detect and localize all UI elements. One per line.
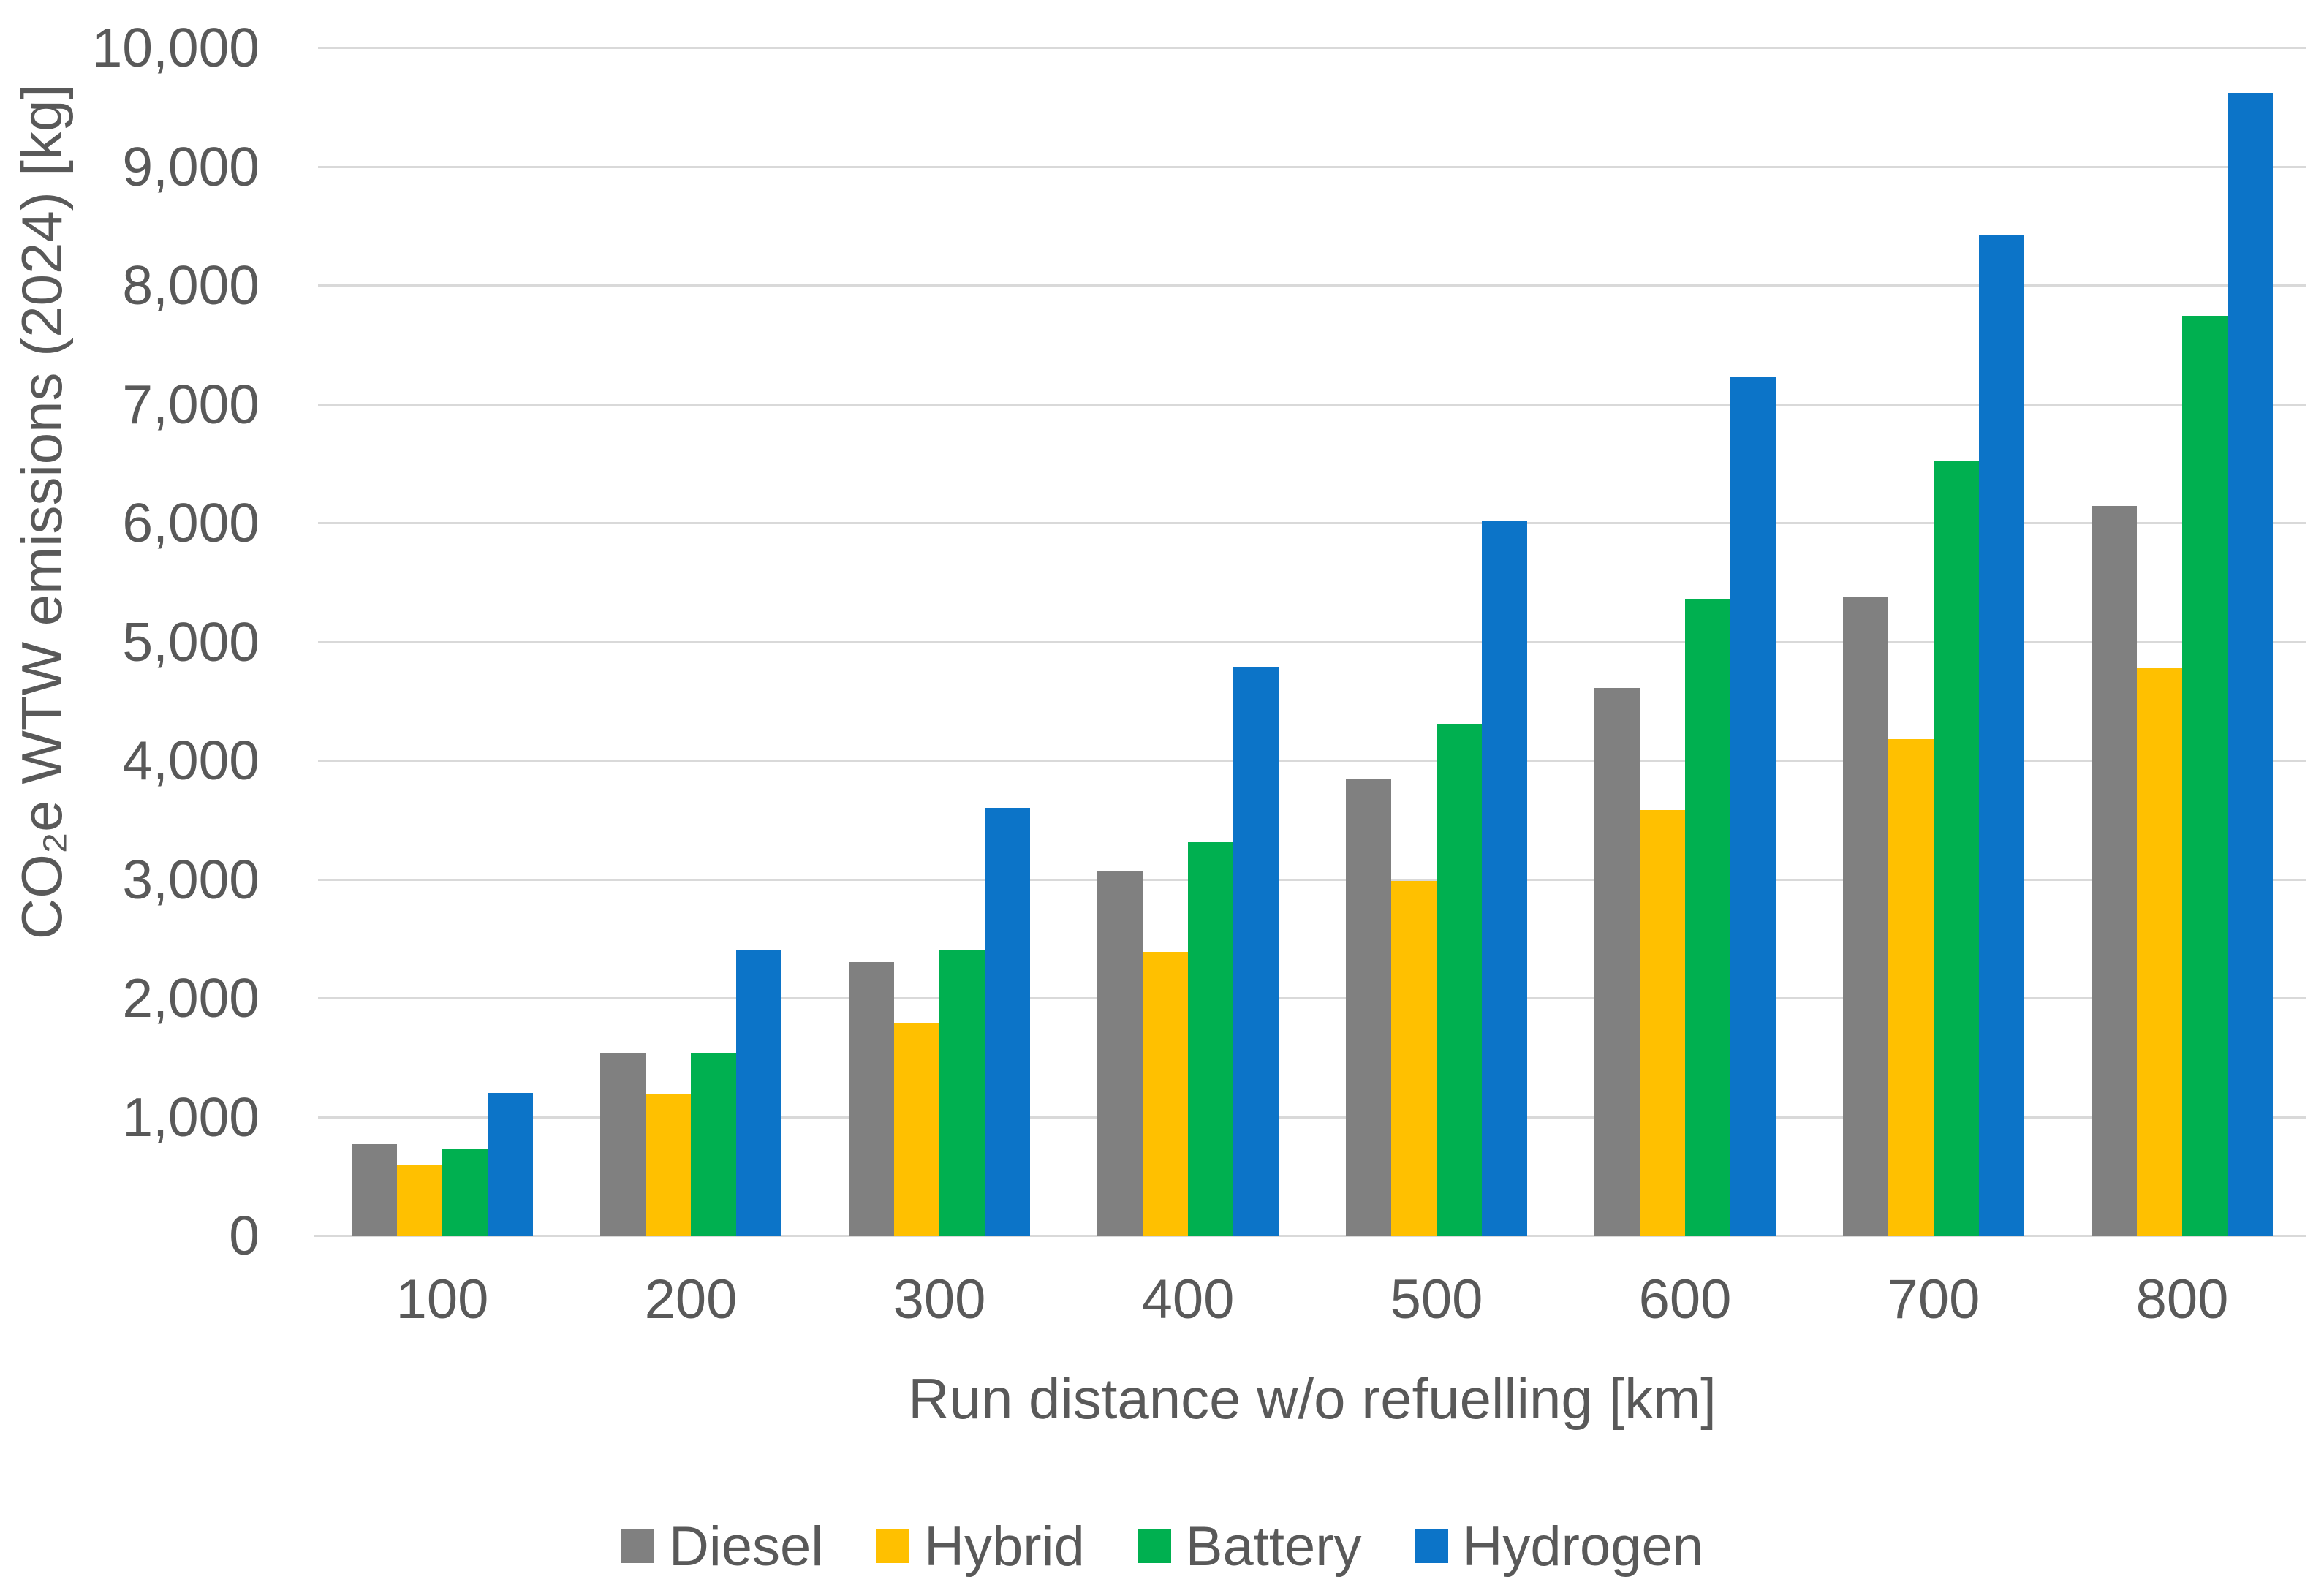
bar-hybrid-700 bbox=[1888, 738, 1934, 1236]
bar-hydrogen-700 bbox=[1979, 235, 2024, 1236]
y-axis-tick-label: 1,000 bbox=[122, 1086, 260, 1148]
legend-label: Hybrid bbox=[924, 1515, 1085, 1578]
bar-hybrid-300 bbox=[894, 1022, 939, 1236]
legend-swatch-hybrid bbox=[876, 1529, 910, 1563]
bar-hydrogen-500 bbox=[1482, 520, 1527, 1236]
y-axis-tick-label: 6,000 bbox=[122, 492, 260, 553]
bar-hybrid-800 bbox=[2137, 667, 2182, 1236]
x-axis-tick-label: 300 bbox=[893, 1268, 986, 1331]
bar-diesel-700 bbox=[1843, 597, 1888, 1236]
bar-diesel-800 bbox=[2092, 505, 2137, 1236]
bar-hybrid-400 bbox=[1143, 951, 1188, 1236]
legend-label: Diesel bbox=[668, 1515, 824, 1578]
legend-swatch-battery bbox=[1137, 1529, 1171, 1563]
bar-diesel-500 bbox=[1346, 779, 1391, 1236]
legend-item-hydrogen: Hydrogen bbox=[1414, 1515, 1704, 1578]
x-axis-tick-label: 200 bbox=[644, 1268, 738, 1331]
bar-battery-700 bbox=[1934, 461, 1979, 1236]
legend: Diesel Hybrid Battery Hydrogen bbox=[0, 1506, 2324, 1586]
gridline bbox=[318, 284, 2306, 287]
y-axis-tick-label: 5,000 bbox=[122, 610, 260, 673]
gridline bbox=[318, 997, 2306, 999]
gridline bbox=[318, 403, 2306, 406]
gridline bbox=[318, 47, 2306, 49]
x-axis-tick-label: 500 bbox=[1390, 1268, 1483, 1331]
gridline bbox=[318, 760, 2306, 762]
y-axis-tick-label: 10,000 bbox=[91, 17, 260, 78]
bar-battery-100 bbox=[442, 1149, 488, 1236]
x-axis-title: Run distance w/o refuelling [km] bbox=[908, 1366, 1716, 1431]
legend-item-battery: Battery bbox=[1137, 1515, 1362, 1578]
bar-hybrid-100 bbox=[397, 1164, 442, 1236]
x-axis-line bbox=[314, 1235, 2306, 1237]
y-axis-tick-label: 0 bbox=[229, 1205, 260, 1266]
bar-hybrid-600 bbox=[1640, 809, 1685, 1236]
gridline bbox=[318, 640, 2306, 643]
legend-item-hybrid: Hybrid bbox=[876, 1515, 1085, 1578]
gridline bbox=[318, 165, 2306, 168]
y-axis-tick-label: 7,000 bbox=[122, 373, 260, 435]
x-axis-tick-label: 800 bbox=[2135, 1268, 2229, 1331]
x-axis-tick-label: 600 bbox=[1638, 1268, 1732, 1331]
bar-battery-800 bbox=[2182, 316, 2228, 1236]
bar-hydrogen-200 bbox=[736, 950, 781, 1236]
y-axis-tick-label: 9,000 bbox=[122, 135, 260, 197]
bar-diesel-600 bbox=[1594, 688, 1640, 1236]
legend-label: Battery bbox=[1185, 1515, 1362, 1578]
bar-battery-300 bbox=[939, 950, 985, 1236]
bar-diesel-100 bbox=[352, 1144, 397, 1236]
x-axis-tick-label: 400 bbox=[1141, 1268, 1235, 1331]
bar-diesel-300 bbox=[849, 961, 894, 1236]
x-axis-tick-label: 100 bbox=[395, 1268, 489, 1331]
x-axis-tick-label: 700 bbox=[1887, 1268, 1980, 1331]
bar-hydrogen-100 bbox=[488, 1093, 533, 1236]
bar-hydrogen-300 bbox=[985, 808, 1030, 1236]
legend-label: Hydrogen bbox=[1462, 1515, 1704, 1578]
bar-diesel-400 bbox=[1097, 870, 1143, 1236]
bar-hydrogen-600 bbox=[1730, 377, 1776, 1236]
y-axis-tick-label: 4,000 bbox=[122, 730, 260, 791]
bar-battery-600 bbox=[1685, 599, 1730, 1236]
bar-hydrogen-400 bbox=[1233, 666, 1279, 1236]
legend-swatch-diesel bbox=[620, 1529, 654, 1563]
legend-swatch-hydrogen bbox=[1414, 1529, 1448, 1563]
y-axis-tick-label: 2,000 bbox=[122, 967, 260, 1029]
bar-battery-400 bbox=[1188, 842, 1233, 1236]
gridline bbox=[318, 522, 2306, 524]
bar-battery-500 bbox=[1437, 723, 1482, 1236]
legend-item-diesel: Diesel bbox=[620, 1515, 824, 1578]
bar-hybrid-200 bbox=[646, 1093, 691, 1236]
bar-diesel-200 bbox=[600, 1053, 646, 1236]
y-axis-tick-label: 3,000 bbox=[122, 848, 260, 910]
y-axis-tick-label: 8,000 bbox=[122, 254, 260, 316]
gridline bbox=[318, 1116, 2306, 1119]
gridline bbox=[318, 878, 2306, 881]
bar-hybrid-500 bbox=[1391, 880, 1437, 1236]
bar-battery-200 bbox=[691, 1053, 736, 1236]
bar-hydrogen-800 bbox=[2228, 92, 2273, 1236]
